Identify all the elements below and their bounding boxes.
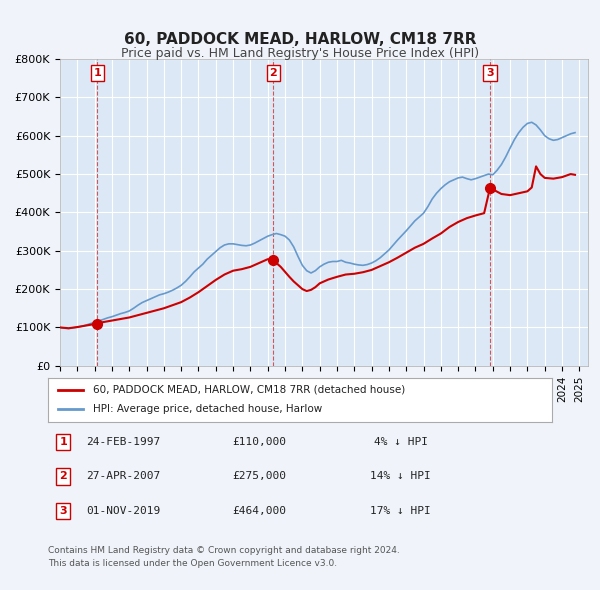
- Text: 60, PADDOCK MEAD, HARLOW, CM18 7RR: 60, PADDOCK MEAD, HARLOW, CM18 7RR: [124, 32, 476, 47]
- Text: 24-FEB-1997: 24-FEB-1997: [86, 437, 161, 447]
- Text: 2: 2: [59, 471, 67, 481]
- Text: 2: 2: [269, 68, 277, 78]
- Text: £275,000: £275,000: [233, 471, 287, 481]
- Text: £110,000: £110,000: [233, 437, 287, 447]
- Text: HPI: Average price, detached house, Harlow: HPI: Average price, detached house, Harl…: [94, 405, 323, 414]
- Text: 4% ↓ HPI: 4% ↓ HPI: [374, 437, 428, 447]
- Text: 01-NOV-2019: 01-NOV-2019: [86, 506, 161, 516]
- Text: Price paid vs. HM Land Registry's House Price Index (HPI): Price paid vs. HM Land Registry's House …: [121, 47, 479, 60]
- Text: 17% ↓ HPI: 17% ↓ HPI: [370, 506, 431, 516]
- Text: 27-APR-2007: 27-APR-2007: [86, 471, 161, 481]
- Text: 60, PADDOCK MEAD, HARLOW, CM18 7RR (detached house): 60, PADDOCK MEAD, HARLOW, CM18 7RR (deta…: [94, 385, 406, 395]
- Text: £464,000: £464,000: [233, 506, 287, 516]
- Text: 1: 1: [94, 68, 101, 78]
- Text: This data is licensed under the Open Government Licence v3.0.: This data is licensed under the Open Gov…: [48, 559, 337, 568]
- Text: 3: 3: [59, 506, 67, 516]
- Text: Contains HM Land Registry data © Crown copyright and database right 2024.: Contains HM Land Registry data © Crown c…: [48, 546, 400, 555]
- Text: 1: 1: [59, 437, 67, 447]
- Text: 3: 3: [486, 68, 494, 78]
- Text: 14% ↓ HPI: 14% ↓ HPI: [370, 471, 431, 481]
